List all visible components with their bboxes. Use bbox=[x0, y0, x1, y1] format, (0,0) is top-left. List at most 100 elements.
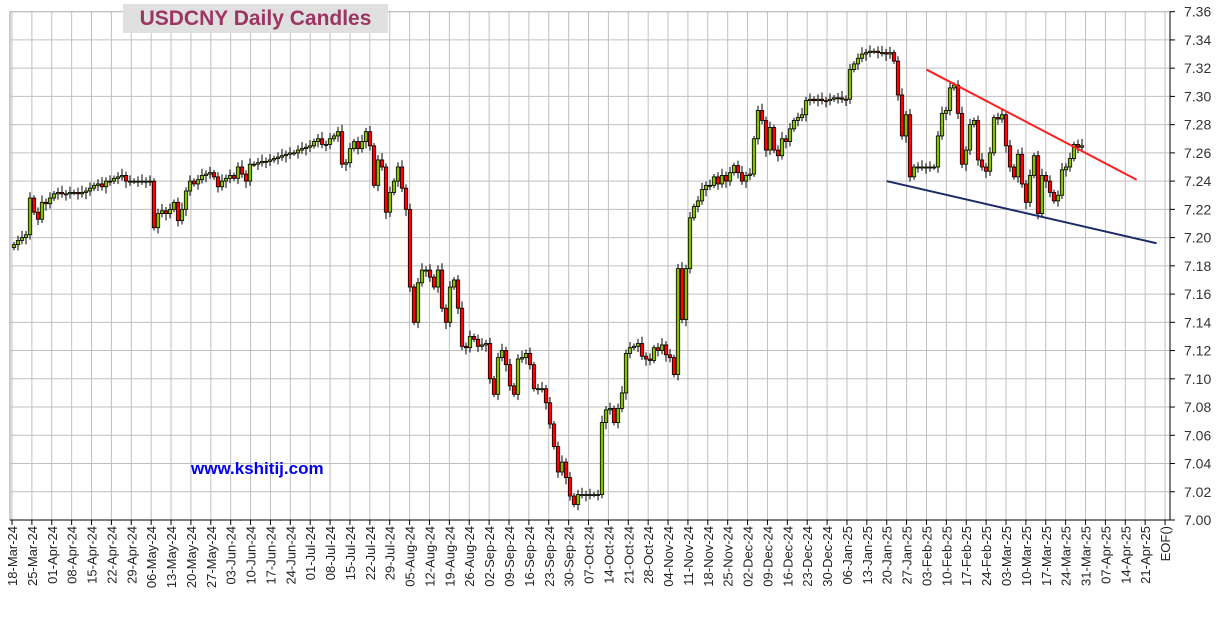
x-tick-label: 29-Apr-24 bbox=[124, 526, 139, 584]
candle-body bbox=[567, 477, 573, 497]
candle-body bbox=[551, 423, 557, 447]
candle-body bbox=[959, 112, 965, 165]
candle-body bbox=[291, 152, 297, 155]
candle-body bbox=[947, 87, 953, 111]
candle-body bbox=[791, 120, 797, 130]
candle-body bbox=[675, 268, 681, 375]
candle-body bbox=[411, 286, 417, 323]
candle-body bbox=[175, 201, 181, 222]
candle-body bbox=[95, 183, 101, 186]
y-tick-label: 7.36 bbox=[1184, 4, 1211, 20]
candle-body bbox=[967, 124, 973, 151]
candle-body bbox=[515, 358, 521, 395]
x-tick-label: 14-Apr-25 bbox=[1118, 526, 1133, 584]
candle-body bbox=[651, 347, 657, 361]
candle-body bbox=[563, 461, 569, 479]
candle-body bbox=[867, 50, 873, 54]
candle-body bbox=[335, 131, 341, 137]
trendline bbox=[926, 68, 1138, 181]
candle-body bbox=[319, 138, 325, 145]
candle-body bbox=[719, 175, 725, 185]
x-tick-label: 11-Nov-24 bbox=[681, 526, 696, 586]
candle-body bbox=[963, 149, 969, 165]
candle-body bbox=[39, 201, 45, 220]
candle-body bbox=[923, 166, 929, 169]
candle-body bbox=[1071, 144, 1077, 159]
candle-body bbox=[891, 52, 897, 62]
x-tick-label: 29-Jul-24 bbox=[383, 526, 398, 580]
x-tick-label: 06-Jan-25 bbox=[840, 526, 855, 585]
x-tick-label: 25-Nov-24 bbox=[721, 526, 736, 587]
candle-body bbox=[55, 192, 61, 195]
candle-body bbox=[779, 138, 785, 157]
candle-body bbox=[279, 155, 285, 158]
candle-body bbox=[1063, 166, 1069, 171]
candle-body bbox=[807, 98, 813, 102]
x-tick-label: 16-Dec-24 bbox=[780, 526, 795, 587]
candle-body bbox=[443, 307, 449, 323]
candle-body bbox=[975, 120, 981, 161]
candle-body bbox=[199, 175, 205, 181]
candle-body bbox=[35, 211, 41, 220]
x-tick-label: 03-Jun-24 bbox=[224, 526, 239, 585]
candle-body bbox=[11, 244, 17, 248]
x-tick-label: 24-Feb-25 bbox=[979, 526, 994, 586]
candle-body bbox=[599, 422, 605, 495]
candle-body bbox=[723, 175, 729, 182]
candle-body bbox=[235, 166, 241, 179]
candle-body bbox=[155, 213, 161, 229]
candle-body bbox=[979, 159, 985, 168]
x-tick-label: 06-May-24 bbox=[144, 526, 159, 588]
candle-body bbox=[343, 162, 349, 165]
candle-body bbox=[131, 180, 137, 183]
candle-body bbox=[375, 159, 381, 186]
candle-body bbox=[455, 279, 461, 309]
candle-body bbox=[259, 160, 265, 164]
y-tick-label: 7.22 bbox=[1184, 201, 1211, 217]
candle-body bbox=[803, 100, 809, 116]
x-tick-label: EOF() bbox=[1158, 526, 1173, 561]
x-tick-label: 09-Dec-24 bbox=[760, 526, 775, 587]
candle-body bbox=[983, 166, 989, 172]
candle-body bbox=[535, 388, 541, 391]
candle-body bbox=[1007, 145, 1013, 168]
candle-body bbox=[1067, 158, 1073, 168]
y-tick-label: 7.12 bbox=[1184, 343, 1211, 359]
candle-body bbox=[283, 153, 289, 157]
candle-body bbox=[899, 94, 905, 137]
candle-body bbox=[187, 180, 193, 192]
x-tick-label: 10-Feb-25 bbox=[939, 526, 954, 586]
candle-body bbox=[243, 173, 249, 182]
candle-body bbox=[527, 352, 533, 366]
candle-body bbox=[43, 201, 49, 205]
candle-body bbox=[955, 84, 961, 114]
candle-body bbox=[147, 180, 153, 183]
candle-body bbox=[895, 60, 901, 96]
candle-body bbox=[123, 175, 129, 182]
candle-body bbox=[907, 114, 913, 178]
candle-body bbox=[695, 200, 701, 207]
watermark-link[interactable]: www.kshitij.com bbox=[191, 459, 324, 478]
x-tick-label: 02-Sep-24 bbox=[482, 526, 497, 587]
candle-body bbox=[407, 208, 413, 288]
candle-body bbox=[615, 408, 621, 423]
candle-body bbox=[1055, 194, 1061, 202]
x-tick-label: 21-Apr-25 bbox=[1138, 526, 1153, 584]
candle-body bbox=[315, 138, 321, 142]
x-tick-label: 15-Jul-24 bbox=[343, 526, 358, 580]
candle-body bbox=[531, 364, 537, 390]
x-tick-label: 26-Aug-24 bbox=[462, 526, 477, 587]
candle-body bbox=[739, 172, 745, 182]
candle-body bbox=[699, 189, 705, 202]
candle-body bbox=[875, 50, 881, 54]
x-tick-label: 08-Apr-24 bbox=[65, 526, 80, 584]
x-tick-label: 30-Sep-24 bbox=[562, 526, 577, 587]
x-tick-label: 28-Oct-24 bbox=[641, 526, 656, 584]
candle-body bbox=[227, 175, 233, 179]
y-tick-label: 7.28 bbox=[1184, 117, 1211, 133]
candle-body bbox=[1047, 180, 1053, 193]
candle-body bbox=[999, 114, 1005, 120]
candle-body bbox=[307, 145, 313, 148]
x-tick-label: 23-Dec-24 bbox=[800, 526, 815, 587]
candle-body bbox=[31, 197, 37, 213]
